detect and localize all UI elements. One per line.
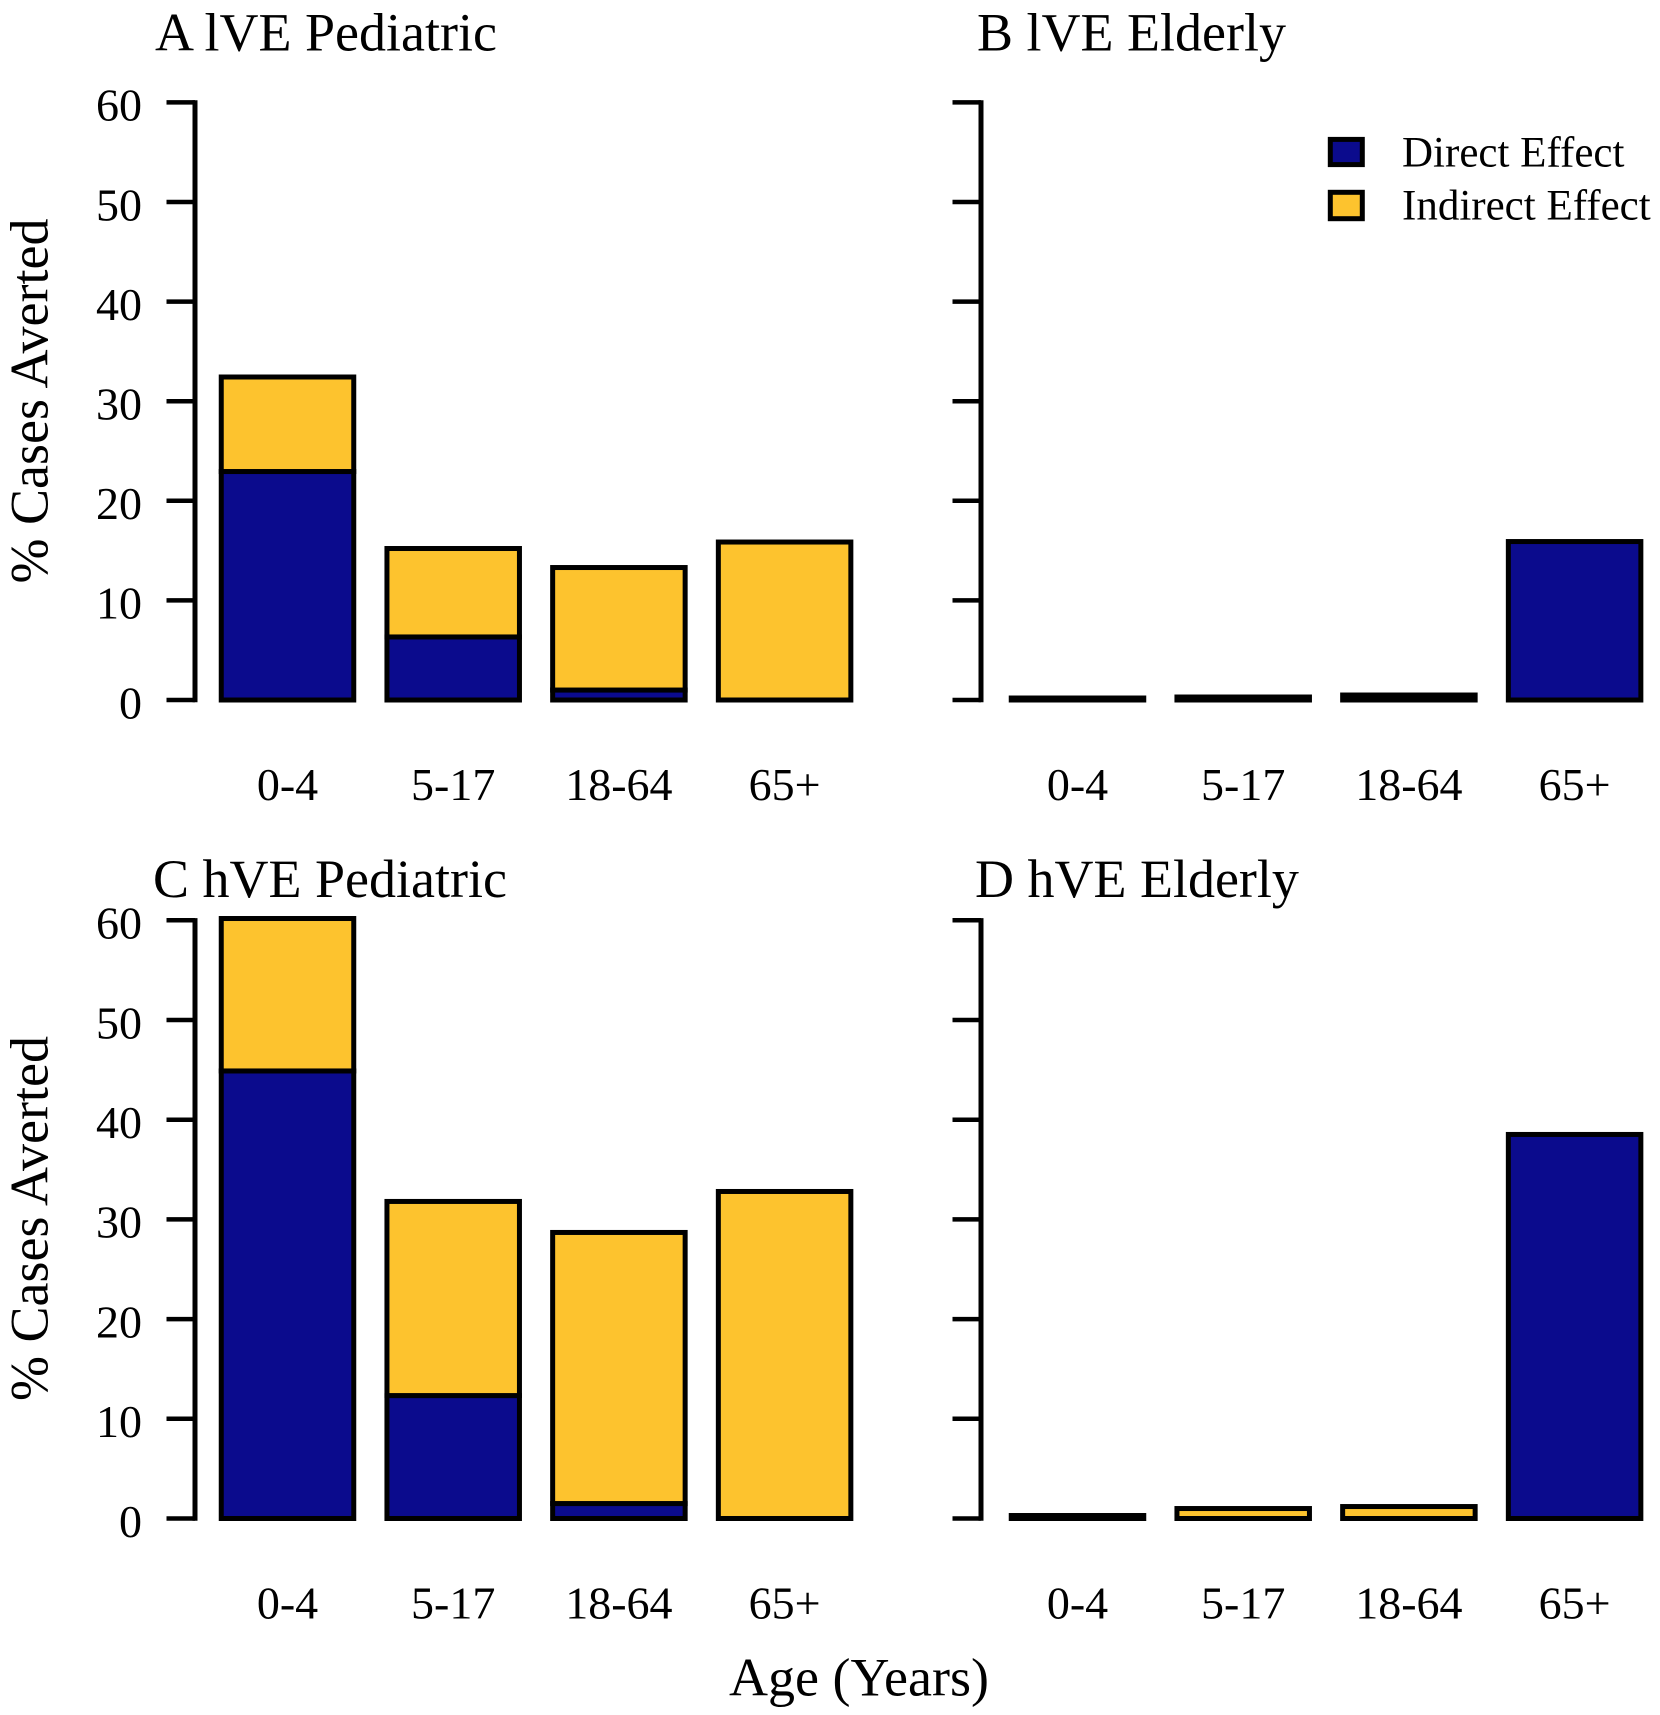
svg-text:18-64: 18-64	[565, 1578, 672, 1629]
svg-text:20: 20	[96, 1296, 142, 1347]
svg-text:Age (Years): Age (Years)	[729, 1648, 989, 1708]
svg-text:5-17: 5-17	[411, 759, 495, 810]
svg-text:5-17: 5-17	[1201, 759, 1285, 810]
svg-text:18-64: 18-64	[1355, 759, 1462, 810]
svg-text:40: 40	[96, 1097, 142, 1148]
svg-text:0-4: 0-4	[257, 759, 318, 810]
svg-text:A lVE Pediatric: A lVE Pediatric	[155, 3, 497, 63]
svg-text:65+: 65+	[749, 1578, 821, 1629]
svg-text:18-64: 18-64	[565, 759, 672, 810]
svg-text:Indirect Effect: Indirect Effect	[1402, 182, 1651, 229]
svg-text:0: 0	[119, 1496, 142, 1547]
svg-text:65+: 65+	[1539, 759, 1611, 810]
svg-text:5-17: 5-17	[411, 1578, 495, 1629]
svg-text:30: 30	[96, 1197, 142, 1248]
svg-text:D hVE Elderly: D hVE Elderly	[975, 849, 1299, 909]
svg-text:65+: 65+	[749, 759, 821, 810]
svg-text:20: 20	[96, 478, 142, 529]
svg-text:10: 10	[96, 578, 142, 629]
svg-text:% Cases Averted: % Cases Averted	[0, 1036, 60, 1401]
svg-text:30: 30	[96, 379, 142, 430]
svg-text:60: 60	[96, 80, 142, 131]
svg-text:C hVE Pediatric: C hVE Pediatric	[153, 849, 507, 909]
svg-text:0-4: 0-4	[1047, 1578, 1108, 1629]
svg-text:10: 10	[96, 1396, 142, 1447]
svg-text:B lVE Elderly: B lVE Elderly	[977, 3, 1286, 63]
svg-text:% Cases Averted: % Cases Averted	[0, 219, 60, 584]
svg-text:5-17: 5-17	[1201, 1578, 1285, 1629]
svg-text:50: 50	[96, 997, 142, 1048]
svg-text:18-64: 18-64	[1355, 1578, 1462, 1629]
svg-text:50: 50	[96, 179, 142, 230]
svg-text:0-4: 0-4	[1047, 759, 1108, 810]
svg-text:65+: 65+	[1539, 1578, 1611, 1629]
svg-text:60: 60	[96, 898, 142, 949]
svg-text:0: 0	[119, 677, 142, 728]
svg-text:Direct Effect: Direct Effect	[1402, 130, 1624, 177]
svg-text:0-4: 0-4	[257, 1578, 318, 1629]
svg-text:40: 40	[96, 279, 142, 330]
